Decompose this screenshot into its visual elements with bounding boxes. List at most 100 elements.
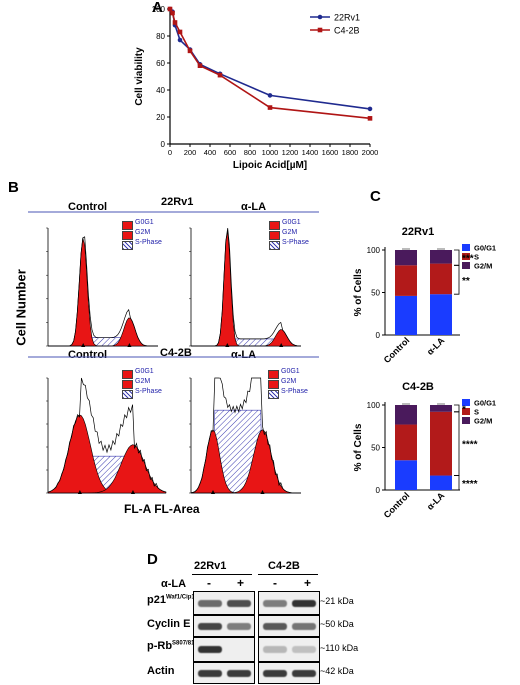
panel-b-col-label-control-2: Control [68,349,108,361]
b-peak-marker [279,343,284,347]
panel-b-histogram-group [28,211,319,494]
c-legend-swatch [462,399,470,406]
legend-red-swatch [122,370,133,379]
blot-panel [193,662,255,684]
a-data-point [367,106,373,112]
blot-band [198,622,222,630]
blot-band [292,599,316,607]
legend-hatch-swatch [122,390,133,399]
blot-kda-label: ~21 kDa [320,596,354,606]
blot-band [227,622,251,630]
panel-b-x-label: FL-A FL-Area [124,502,200,516]
panel-b-y-label: Cell Number [13,269,29,346]
c-sig-bracket [454,264,460,295]
panel-b-row-label-22rv1: 22Rv1 [161,196,194,208]
blot-band [263,622,287,630]
b-envelope-line [190,377,301,494]
b-envelope-line [47,377,167,493]
blot-band [227,669,251,677]
panel-d-mark-1: - [207,576,211,590]
a-data-point [217,72,223,78]
c-legend-label: G2/M [474,262,492,271]
c-bar-segment [395,265,417,296]
c-legend-swatch [462,417,470,424]
c-legend-label: S [474,408,479,417]
c-category-label: Control [382,490,412,520]
a-y-tick-label: 60 [156,59,165,68]
c-category-label: α-LA [425,335,447,357]
a-legend-marker [317,27,323,33]
blot-row-label: Actin [147,665,175,677]
c-legend-swatch [462,408,470,415]
c-bar-segment [430,411,452,476]
b-g0g1-peak [48,237,158,347]
b-peak-marker [225,343,230,347]
a-y-tick-label: 20 [156,113,165,122]
c-sig-label: **** [462,479,478,490]
blot-band [263,599,287,607]
a-x-tick-label: 0 [168,148,172,157]
c-bar-segment [430,405,452,412]
blot-band [263,669,287,677]
a-x-axis-label: Lipoic Acid[µM] [233,160,307,171]
panel-b-col-label-ala-2: α-LA [231,349,257,361]
a-y-tick-label: 0 [161,140,166,149]
panel-d-cell-line-c42b: C4-2B [268,560,300,572]
legend-label: G2M [282,229,298,236]
b-peak-marker [77,490,82,494]
panel-a-letter: A [152,0,163,16]
legend-label: G2M [135,378,151,385]
c-chart-title: C4-2B [402,381,434,393]
legend-hatch-swatch [122,241,133,250]
c-bar-segment [430,475,452,490]
a-x-tick-label: 1600 [322,148,339,157]
a-legend-marker [317,14,323,20]
a-data-point [177,37,183,43]
c-y-axis-label: % of Cells [353,268,364,316]
c-bar-segment [395,295,417,335]
panel-b-histograms [28,211,319,494]
legend-label: G0G1 [282,219,301,226]
blot-row-label-superscript: S807/811 [172,640,198,647]
legend-red-swatch [268,370,279,379]
blot-panel [193,591,255,615]
a-data-point [187,48,193,54]
blot-row-label-base: p-Rb [147,640,173,652]
panel-d-cell-line-22rv1: 22Rv1 [194,560,227,572]
blot-panel [193,637,255,662]
a-x-tick-label: 800 [244,148,257,157]
c-sig-bracket [454,411,460,476]
a-x-tick-label: 1400 [302,148,319,157]
a-y-tick-label: 40 [156,86,165,95]
legend-label: S-Phase [282,239,309,246]
a-data-point [167,6,173,12]
c-y-tick-label: 100 [367,401,381,410]
c-bar-segment [430,250,452,264]
blot-panel [258,615,320,637]
c-category-label: α-LA [425,490,447,512]
a-data-point [367,116,373,121]
a-data-point [267,105,273,110]
panel-b-row-label-c42b: C4-2B [160,347,192,359]
legend-red-swatch [122,380,133,389]
c-sig-bracket [454,475,460,491]
blot-band [292,669,316,677]
panel-d-mark-3: - [273,576,277,590]
c-chart-title: 22Rv1 [402,226,434,238]
a-x-tick-label: 1800 [342,148,359,157]
panel-b-col-label-control: Control [68,201,108,213]
panel-d-treatment-label: α-LA [161,578,187,590]
c-legend-label: G2/M [474,417,492,426]
legend-label: G0G1 [135,368,154,375]
blot-row-label-base: Actin [147,665,175,677]
legend-label: G0G1 [281,368,300,375]
a-x-tick-label: 600 [224,148,237,157]
c-bar-segment [395,405,417,425]
c-bar-segment [395,424,417,461]
a-x-tick-label: 1200 [282,148,299,157]
c-legend-swatch [462,253,470,260]
b-envelope-line [48,236,158,347]
blot-row-label-superscript: Waf1/Cip1 [165,594,195,601]
